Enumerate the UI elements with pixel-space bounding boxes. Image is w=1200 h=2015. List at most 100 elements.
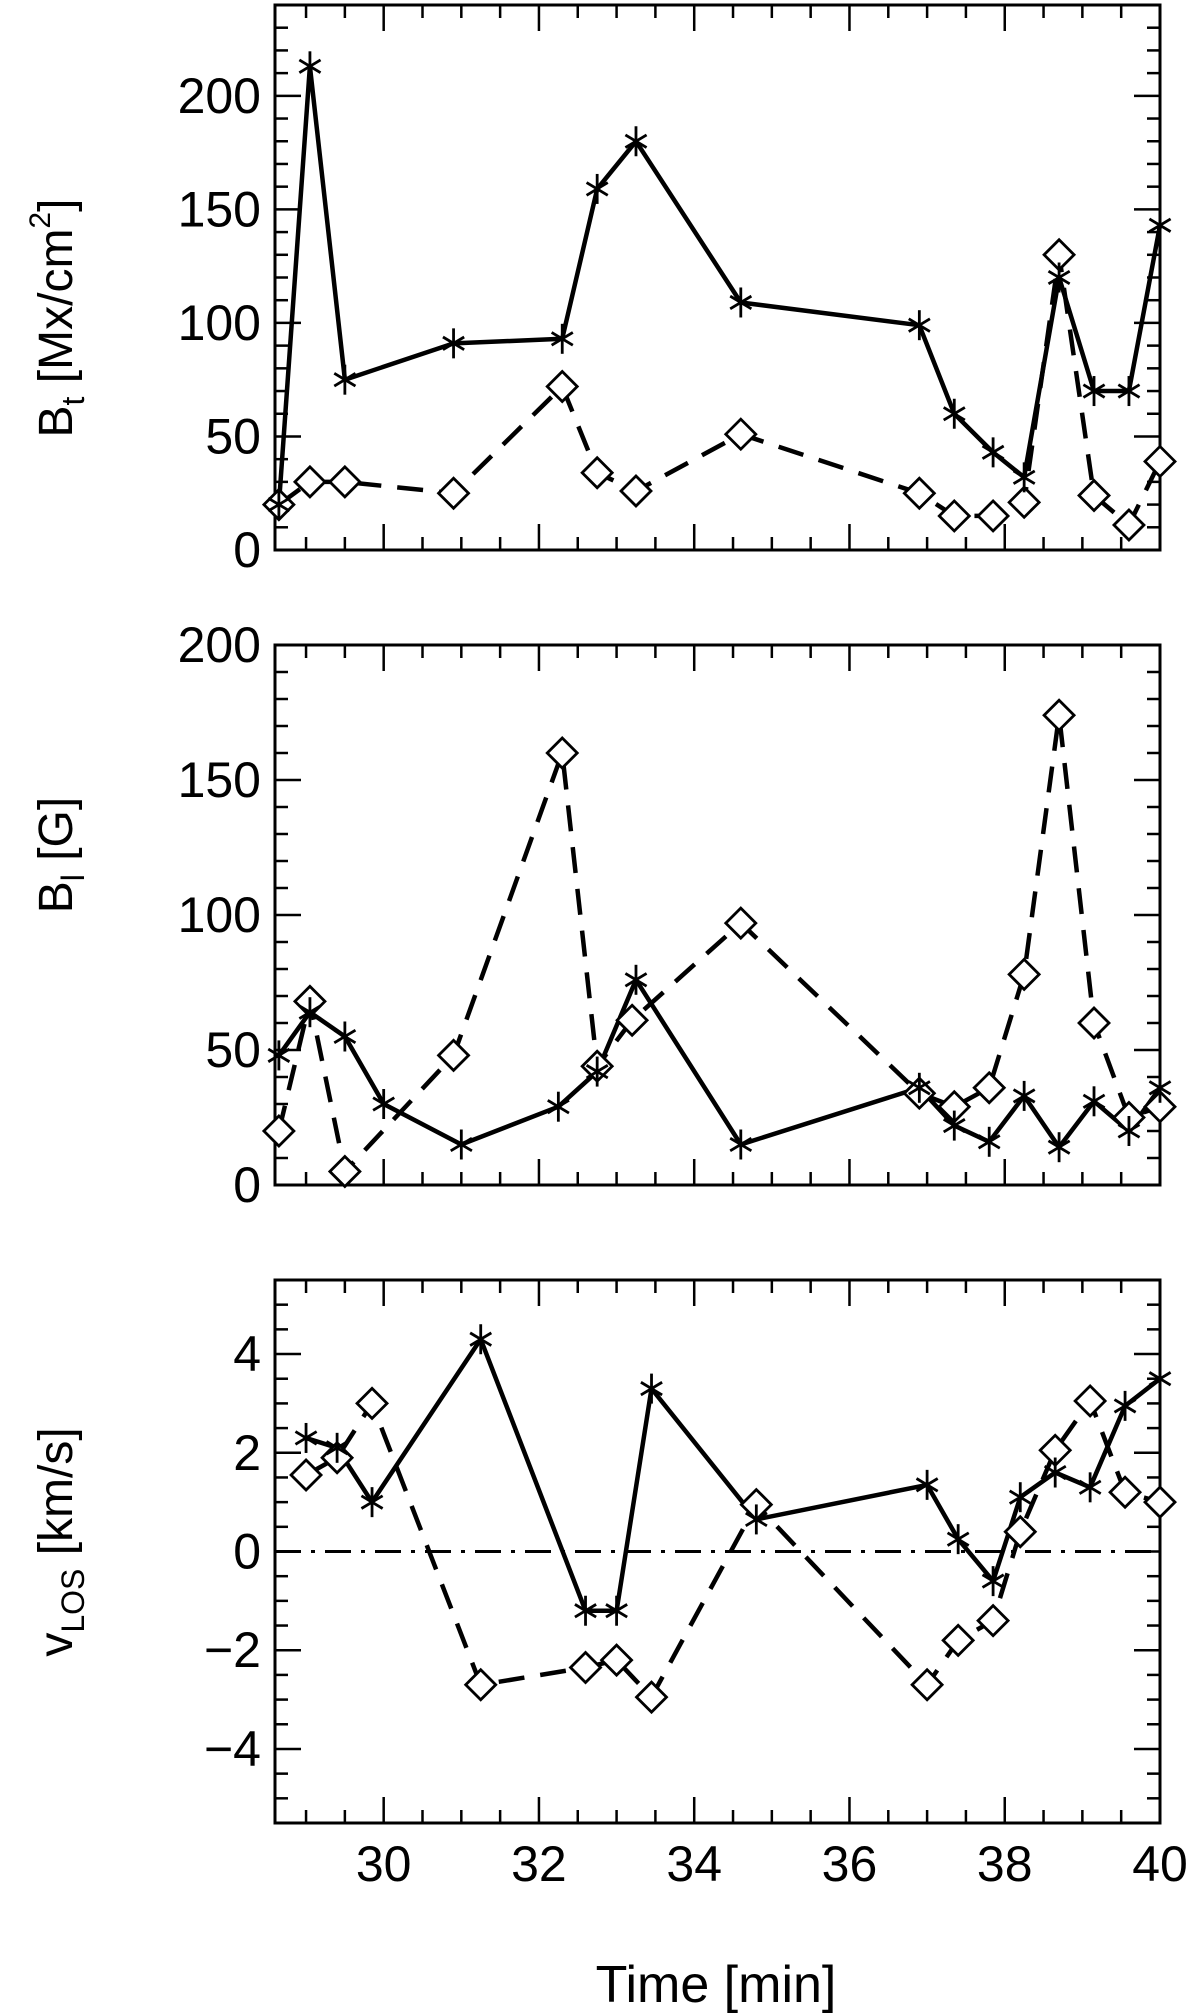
asterisk-data-point [267, 1040, 291, 1071]
asterisk-data-point [1047, 1132, 1071, 1163]
y-tick-label: 100 [178, 295, 261, 351]
asterisk-data-point [1008, 1482, 1032, 1513]
asterisk-data-point [550, 323, 574, 354]
asterisk-data-point [640, 1373, 663, 1404]
asterisk-data-point [977, 1126, 1001, 1157]
asterisk-data-point [1012, 1080, 1036, 1111]
diamond-data-point [619, 473, 653, 508]
asterisk-data-point [1012, 462, 1036, 493]
diamond-data-point [436, 476, 471, 511]
diamond-data-point [1007, 957, 1042, 992]
diamond-data-point [580, 455, 615, 490]
asterisk-data-point [942, 1110, 966, 1141]
diamond-data-point [463, 1667, 498, 1702]
y-tick-label: 2 [233, 1425, 261, 1481]
diamond-data-point [910, 1667, 945, 1702]
asterisk-data-point [981, 437, 1005, 468]
diamond-data-point [1143, 1485, 1177, 1520]
panel-los-velocity: vLOS [km/s] Time [min] −4 −2 0 2 4 30 32 34 36 38… [30, 1278, 1188, 2014]
diamond-data-point [327, 1154, 362, 1189]
y-tick-label: −4 [204, 1721, 261, 1777]
diamond-data-point [436, 1038, 471, 1073]
asterisk-data-point [908, 1072, 931, 1103]
asterisk-data-point [585, 1056, 609, 1087]
asterisk-data-point [624, 126, 648, 157]
asterisk-data-point [372, 1089, 396, 1119]
asterisk-data-point [1148, 1363, 1172, 1394]
panel-longitudinal-field: Bl [G] 0 50 100 150 200 [30, 617, 1177, 1213]
y-tick-label: 100 [178, 887, 261, 943]
x-tick-label: 32 [511, 1836, 567, 1892]
diamond-data-point [1073, 1383, 1108, 1418]
y-tick-label: 200 [178, 617, 261, 673]
asterisk-data-point [294, 1422, 318, 1453]
diamond-data-point [615, 1003, 650, 1038]
diamond-data-point [937, 498, 972, 533]
asterisk-data-point [729, 1129, 753, 1160]
asterisk-data-point [1148, 1072, 1172, 1103]
diamond-data-point [1003, 1514, 1038, 1549]
diamond-data-point [723, 906, 758, 941]
asterisk-data-point [744, 1504, 768, 1535]
asterisk-data-point [605, 1595, 628, 1626]
x-axis-label: Time [min] [596, 1956, 837, 2014]
diamond-data-point [545, 369, 580, 404]
asterisk-data-point [1082, 376, 1106, 407]
y-tick-label: 200 [178, 68, 261, 124]
diamond-data-point [289, 1458, 324, 1492]
diamond-data-point [902, 476, 937, 511]
asterisk-data-point [267, 489, 291, 520]
asterisk-data-point [729, 287, 753, 318]
diamond-data-point [599, 1643, 634, 1678]
asterisk-data-point [981, 1566, 1005, 1597]
solid-series-line [305, 1336, 1162, 1613]
panel-transverse-flux: Bt [Mx/cm2] 0 50 100 150 200 [24, 3, 1177, 578]
y-tick-label: 0 [233, 522, 261, 578]
diamond-data-point [976, 498, 1011, 533]
diamond-data-point [1077, 478, 1111, 513]
panel-transverse-flux-ylabel: Bt [Mx/cm2] [24, 199, 91, 438]
y-tick-label: 50 [205, 408, 261, 464]
diamond-data-point [1143, 444, 1177, 479]
asterisk-data-point [1113, 1390, 1137, 1421]
y-tick-label: −2 [204, 1622, 261, 1678]
asterisk-data-point [1078, 1472, 1102, 1503]
y-tick-label: 4 [233, 1326, 261, 1382]
y-tick-label: 150 [178, 752, 261, 808]
diamond-data-point [292, 464, 327, 499]
asterisk-data-point [469, 1324, 493, 1355]
asterisk-data-point [325, 1432, 349, 1463]
asterisk-data-point [624, 964, 648, 995]
dashed-series-line [305, 1396, 1161, 1701]
diamond-data-point [976, 1603, 1011, 1638]
x-tick-label: 36 [822, 1836, 878, 1892]
diamond-data-point [723, 417, 758, 452]
asterisk-data-point [547, 1091, 570, 1122]
diamond-data-point [261, 1114, 296, 1148]
asterisk-data-point [915, 1469, 939, 1500]
asterisk-data-point [449, 1129, 473, 1160]
diamond-data-point [972, 1070, 1007, 1105]
asterisk-data-point [333, 364, 357, 395]
asterisk-data-point [1047, 262, 1071, 293]
x-tick-label: 40 [1132, 1836, 1188, 1892]
asterisk-data-point [585, 173, 609, 204]
diamond-data-point [1108, 1475, 1143, 1510]
panel-los-velocity-ylabel: vLOS [km/s] [30, 1427, 91, 1656]
x-tick-label: 38 [977, 1836, 1033, 1892]
diamond-data-point [1077, 1006, 1111, 1040]
asterisk-data-point [298, 997, 322, 1028]
diamond-data-point [1007, 485, 1042, 520]
diamond-data-point [327, 464, 362, 499]
asterisk-data-point [1043, 1457, 1067, 1488]
asterisk-data-point [1082, 1086, 1106, 1117]
asterisk-data-point [1148, 210, 1172, 241]
y-tick-label: 150 [178, 181, 261, 237]
diamond-data-point [545, 736, 580, 770]
x-tick-label: 34 [666, 1836, 722, 1892]
diamond-data-point [941, 1623, 976, 1658]
y-tick-label: 50 [205, 1022, 261, 1078]
asterisk-data-point [1117, 1116, 1141, 1146]
asterisk-data-point [442, 328, 465, 359]
